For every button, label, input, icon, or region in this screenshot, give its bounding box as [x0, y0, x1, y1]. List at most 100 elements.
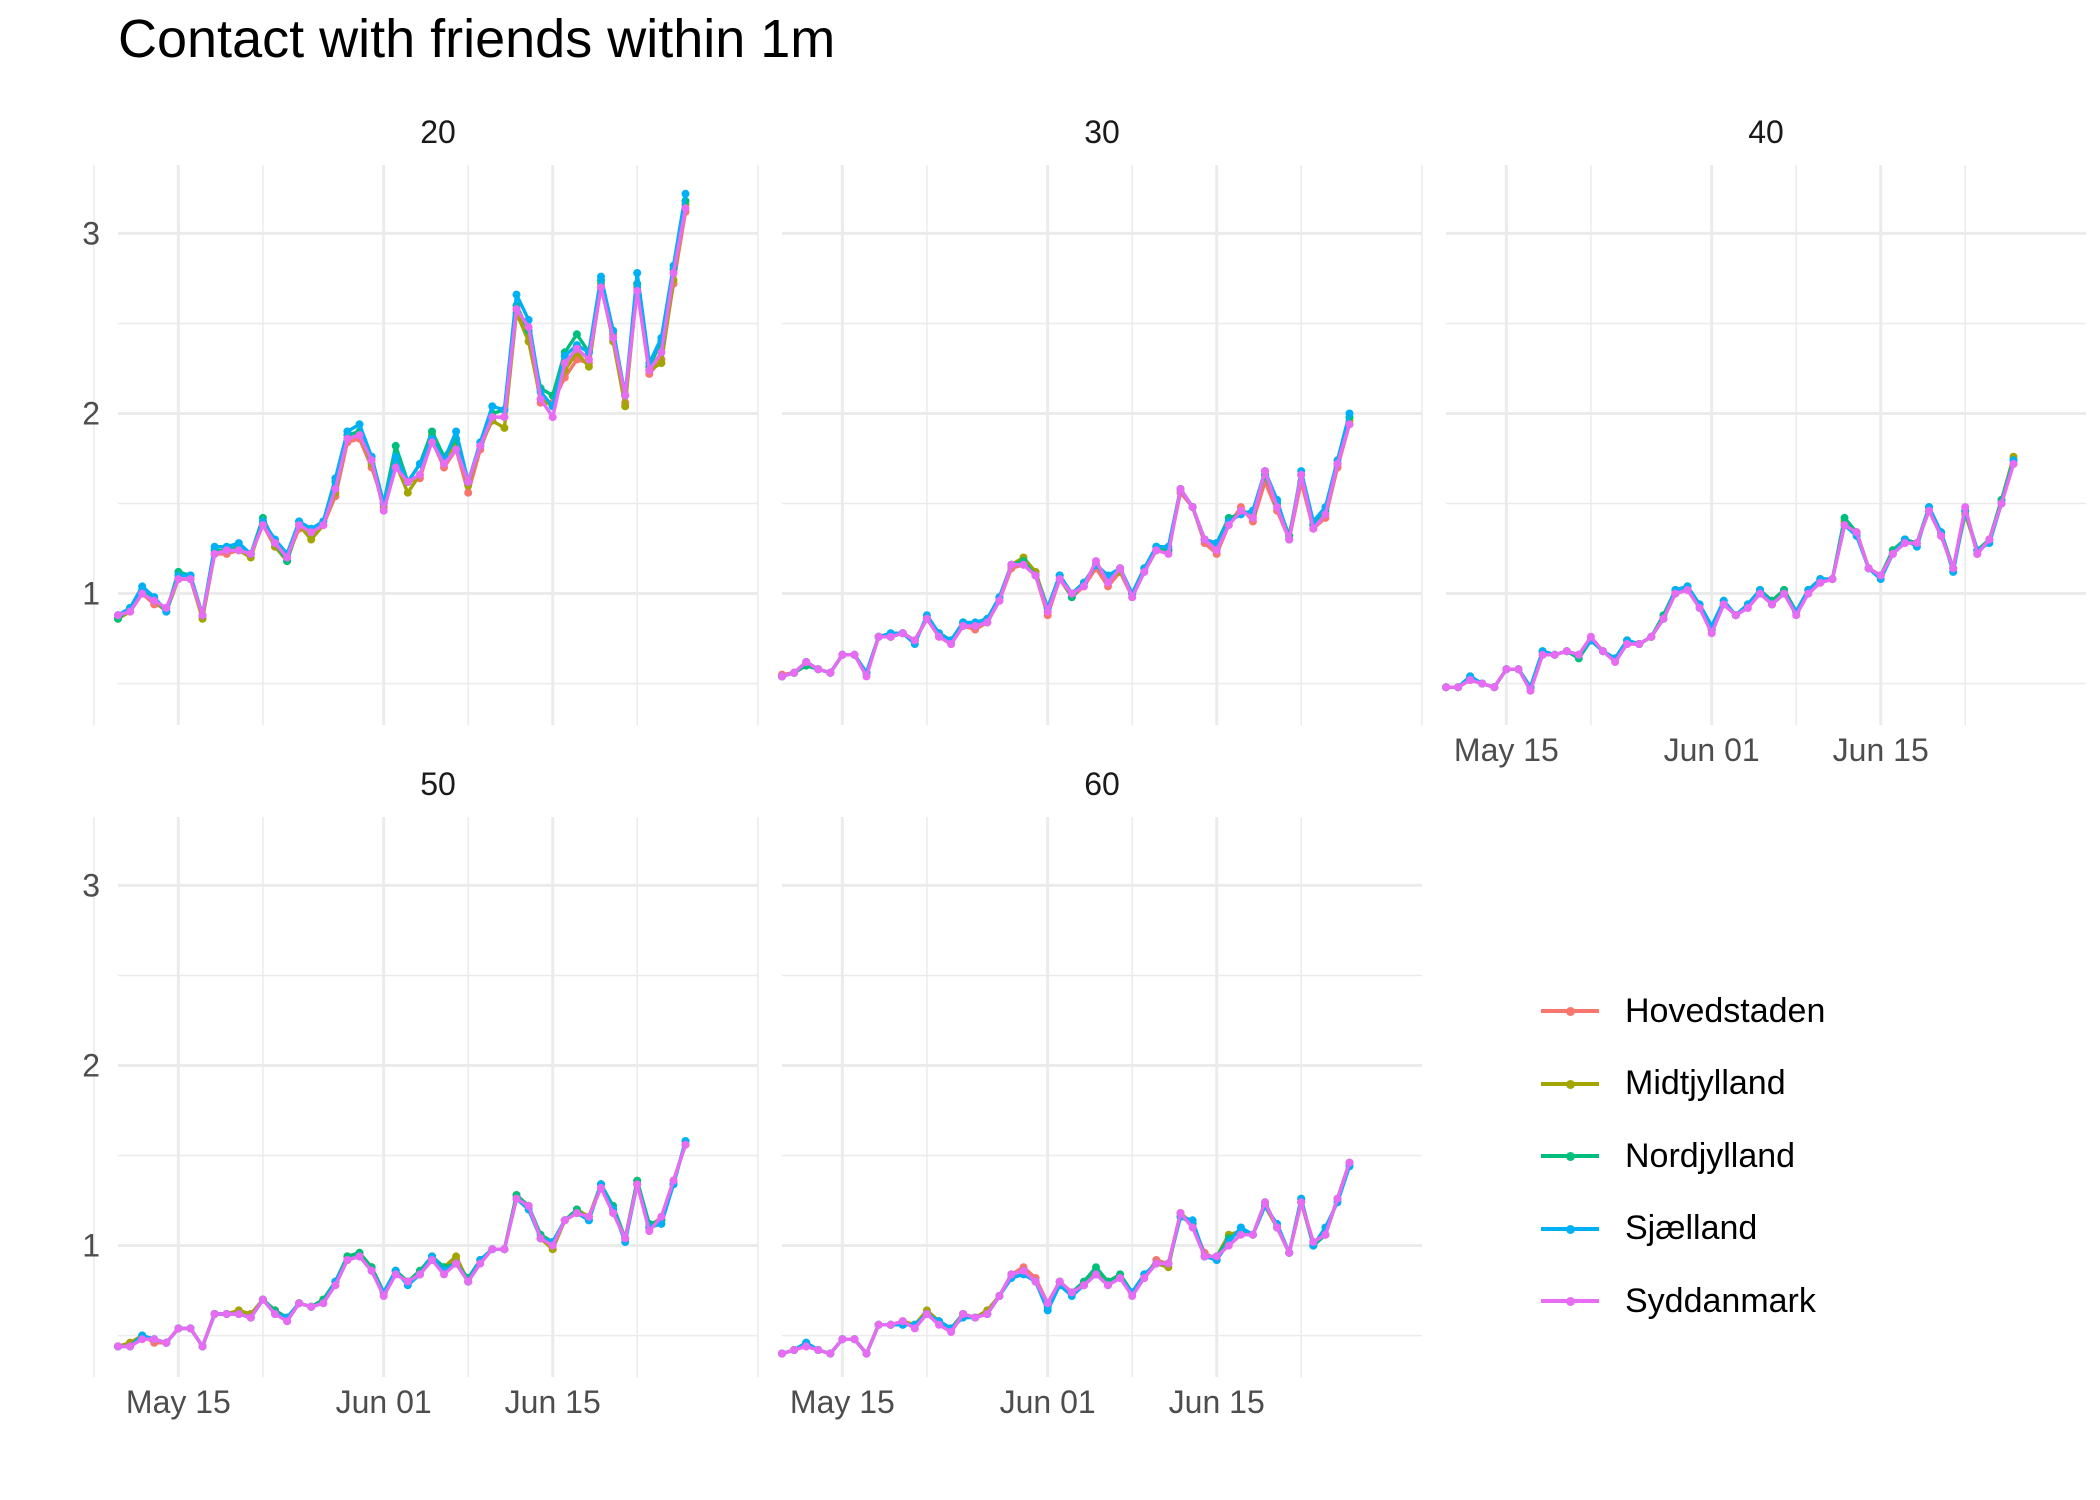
data-point-syddanmark [669, 1176, 678, 1185]
legend-item-nordjylland: Nordjylland [1535, 1120, 1825, 1193]
data-point-syddanmark [584, 355, 593, 364]
data-point-syddanmark [428, 1256, 436, 1264]
data-point-syddanmark [850, 1335, 859, 1344]
series-line-midtjylland [781, 1162, 1352, 1356]
data-point-sjaelland [597, 272, 605, 281]
data-point-syddanmark [1273, 1223, 1282, 1232]
data-point-syddanmark [850, 650, 859, 659]
data-point-syddanmark [1309, 524, 1318, 533]
legend-key-hovedstaden [1535, 1006, 1605, 1017]
data-point-midtjylland [403, 488, 412, 497]
data-point-syddanmark [826, 668, 835, 677]
y-tick-label: 1 [82, 1228, 100, 1264]
data-point-syddanmark [862, 672, 871, 681]
data-point-syddanmark [1756, 589, 1764, 598]
data-point-syddanmark [1768, 600, 1776, 609]
data-point-syddanmark [464, 477, 473, 486]
data-point-nordjylland [1092, 1263, 1100, 1272]
data-point-syddanmark [415, 470, 424, 479]
data-point-syddanmark [258, 1295, 267, 1304]
data-point-syddanmark [1454, 683, 1463, 692]
data-point-syddanmark [1985, 535, 1994, 544]
panel-40: 40 May 15 Jun 01 Jun 15 [1421, 114, 2086, 768]
data-point-syddanmark [1478, 679, 1487, 688]
data-point-syddanmark [778, 672, 786, 681]
data-point-syddanmark [983, 618, 992, 627]
x-tick-label: May 15 [790, 1384, 895, 1420]
data-point-syddanmark [1502, 665, 1511, 674]
data-point-syddanmark [246, 1313, 255, 1322]
data-point-syddanmark [633, 287, 642, 295]
data-point-nordjylland [572, 330, 581, 339]
data-point-syddanmark [536, 1234, 545, 1243]
series-line-hovedstaden [1446, 463, 2016, 689]
data-point-syddanmark [258, 521, 267, 530]
data-point-syddanmark [536, 395, 545, 404]
data-point-syddanmark [1079, 1281, 1088, 1290]
data-point-syddanmark [1961, 503, 1970, 512]
data-point-syddanmark [307, 1302, 316, 1311]
data-point-syddanmark [403, 477, 412, 486]
data-point-syddanmark [1876, 571, 1885, 580]
data-point-syddanmark [114, 611, 122, 620]
facet-label-50: 50 [420, 766, 456, 802]
data-point-syddanmark [1164, 1259, 1173, 1268]
data-point-syddanmark [1574, 650, 1583, 659]
data-point-syddanmark [681, 204, 690, 213]
panel-20: 20 1 2 3 [82, 114, 758, 725]
data-point-syddanmark [1152, 546, 1161, 555]
legend: Hovedstaden Midtjylland Nordjylland Sjæl… [1535, 975, 1825, 1338]
y-tick-label: 2 [82, 395, 100, 431]
data-point-syddanmark [2009, 459, 2018, 468]
data-point-syddanmark [114, 1342, 122, 1351]
x-tick-label: Jun 01 [1664, 732, 1760, 768]
data-point-syddanmark [584, 1212, 593, 1221]
data-point-sjaelland [681, 189, 690, 198]
data-point-syddanmark [379, 1292, 388, 1300]
data-point-syddanmark [657, 348, 666, 357]
data-point-syddanmark [1611, 658, 1620, 666]
data-point-syddanmark [1200, 535, 1209, 544]
data-point-syddanmark [319, 1299, 328, 1308]
data-point-syddanmark [500, 1245, 509, 1254]
data-point-sjaelland [1345, 409, 1354, 418]
data-point-syddanmark [1925, 506, 1933, 515]
data-point-syddanmark [681, 1140, 690, 1149]
data-point-syddanmark [1285, 1248, 1294, 1257]
data-point-syddanmark [186, 575, 195, 584]
data-point-syddanmark [790, 1346, 799, 1354]
data-point-syddanmark [1019, 560, 1028, 569]
data-point-syddanmark [1852, 528, 1861, 537]
data-point-syddanmark [331, 1281, 340, 1290]
data-point-syddanmark [959, 622, 968, 630]
data-point-syddanmark [283, 1317, 292, 1326]
data-point-sjaelland [1043, 1306, 1052, 1315]
data-point-syddanmark [319, 521, 328, 530]
x-tick-label: Jun 15 [1833, 732, 1929, 768]
data-point-sjaelland [488, 402, 497, 411]
data-point-syddanmark [1949, 564, 1958, 573]
series-line-syddanmark [118, 1144, 688, 1349]
data-point-syddanmark [1067, 589, 1076, 598]
data-point-syddanmark [440, 1270, 448, 1279]
series-line-nordjylland [118, 1140, 688, 1349]
data-point-syddanmark [428, 438, 436, 447]
data-point-syddanmark [271, 1310, 279, 1318]
data-point-syddanmark [1188, 1223, 1197, 1232]
legend-label-nordjylland: Nordjylland [1625, 1136, 1796, 1175]
data-point-syddanmark [1635, 640, 1644, 648]
data-point-syddanmark [838, 1335, 847, 1344]
data-point-syddanmark [1092, 557, 1100, 566]
data-point-sjaelland [210, 542, 219, 551]
data-point-syddanmark [512, 1194, 521, 1203]
legend-item-sjaelland: Sjælland [1535, 1193, 1825, 1266]
data-point-syddanmark [500, 413, 509, 422]
data-point-syddanmark [621, 391, 630, 400]
data-point-syddanmark [1079, 582, 1088, 591]
data-point-syddanmark [935, 632, 943, 641]
data-point-syddanmark [1176, 1209, 1185, 1218]
data-point-syddanmark [1104, 1281, 1112, 1290]
legend-item-hovedstaden: Hovedstaden [1535, 975, 1825, 1048]
data-point-syddanmark [391, 463, 400, 472]
data-point-syddanmark [1562, 647, 1571, 656]
